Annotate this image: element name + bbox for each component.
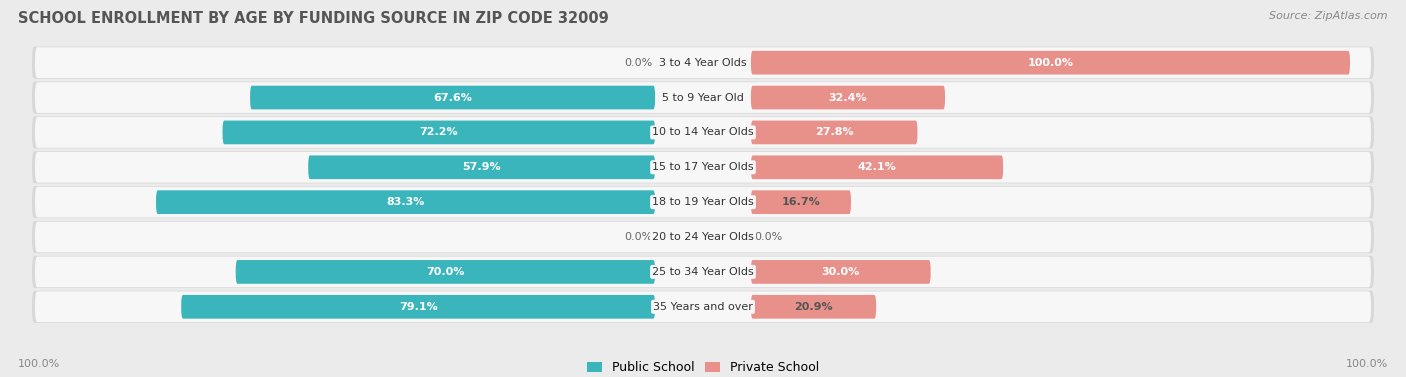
- FancyBboxPatch shape: [35, 152, 1371, 182]
- Text: 27.8%: 27.8%: [815, 127, 853, 138]
- FancyBboxPatch shape: [222, 121, 655, 144]
- Text: 20.9%: 20.9%: [794, 302, 832, 312]
- Text: 100.0%: 100.0%: [1346, 359, 1388, 369]
- Text: 30.0%: 30.0%: [821, 267, 860, 277]
- Text: 57.9%: 57.9%: [463, 162, 501, 172]
- Text: 100.0%: 100.0%: [18, 359, 60, 369]
- Text: 79.1%: 79.1%: [399, 302, 437, 312]
- FancyBboxPatch shape: [236, 260, 655, 284]
- Text: 15 to 17 Year Olds: 15 to 17 Year Olds: [652, 162, 754, 172]
- Text: 3 to 4 Year Olds: 3 to 4 Year Olds: [659, 58, 747, 68]
- Legend: Public School, Private School: Public School, Private School: [582, 356, 824, 377]
- Text: 0.0%: 0.0%: [754, 232, 782, 242]
- FancyBboxPatch shape: [35, 291, 1371, 322]
- Text: 10 to 14 Year Olds: 10 to 14 Year Olds: [652, 127, 754, 138]
- Text: 72.2%: 72.2%: [419, 127, 458, 138]
- Text: 35 Years and over: 35 Years and over: [652, 302, 754, 312]
- Text: 25 to 34 Year Olds: 25 to 34 Year Olds: [652, 267, 754, 277]
- FancyBboxPatch shape: [35, 82, 1371, 113]
- Text: 100.0%: 100.0%: [1028, 58, 1073, 68]
- FancyBboxPatch shape: [32, 81, 1374, 113]
- Text: SCHOOL ENROLLMENT BY AGE BY FUNDING SOURCE IN ZIP CODE 32009: SCHOOL ENROLLMENT BY AGE BY FUNDING SOUR…: [18, 11, 609, 26]
- FancyBboxPatch shape: [751, 51, 1350, 75]
- FancyBboxPatch shape: [751, 190, 851, 214]
- FancyBboxPatch shape: [751, 121, 918, 144]
- FancyBboxPatch shape: [751, 295, 876, 319]
- FancyBboxPatch shape: [32, 116, 1374, 149]
- Text: 20 to 24 Year Olds: 20 to 24 Year Olds: [652, 232, 754, 242]
- FancyBboxPatch shape: [32, 186, 1374, 218]
- FancyBboxPatch shape: [751, 86, 945, 109]
- Text: 42.1%: 42.1%: [858, 162, 897, 172]
- Text: Source: ZipAtlas.com: Source: ZipAtlas.com: [1270, 11, 1388, 21]
- FancyBboxPatch shape: [751, 260, 931, 284]
- FancyBboxPatch shape: [32, 47, 1374, 79]
- FancyBboxPatch shape: [308, 155, 655, 179]
- Text: 67.6%: 67.6%: [433, 92, 472, 103]
- FancyBboxPatch shape: [35, 117, 1371, 148]
- FancyBboxPatch shape: [32, 221, 1374, 253]
- Text: 70.0%: 70.0%: [426, 267, 464, 277]
- Text: 32.4%: 32.4%: [828, 92, 868, 103]
- Text: 83.3%: 83.3%: [387, 197, 425, 207]
- FancyBboxPatch shape: [35, 187, 1371, 218]
- FancyBboxPatch shape: [35, 48, 1371, 78]
- FancyBboxPatch shape: [32, 256, 1374, 288]
- FancyBboxPatch shape: [751, 155, 1002, 179]
- FancyBboxPatch shape: [35, 222, 1371, 252]
- Text: 0.0%: 0.0%: [624, 58, 652, 68]
- FancyBboxPatch shape: [181, 295, 655, 319]
- Text: 5 to 9 Year Old: 5 to 9 Year Old: [662, 92, 744, 103]
- Text: 16.7%: 16.7%: [782, 197, 820, 207]
- FancyBboxPatch shape: [32, 291, 1374, 323]
- FancyBboxPatch shape: [250, 86, 655, 109]
- FancyBboxPatch shape: [35, 257, 1371, 287]
- FancyBboxPatch shape: [156, 190, 655, 214]
- FancyBboxPatch shape: [32, 151, 1374, 183]
- Text: 0.0%: 0.0%: [624, 232, 652, 242]
- Text: 18 to 19 Year Olds: 18 to 19 Year Olds: [652, 197, 754, 207]
